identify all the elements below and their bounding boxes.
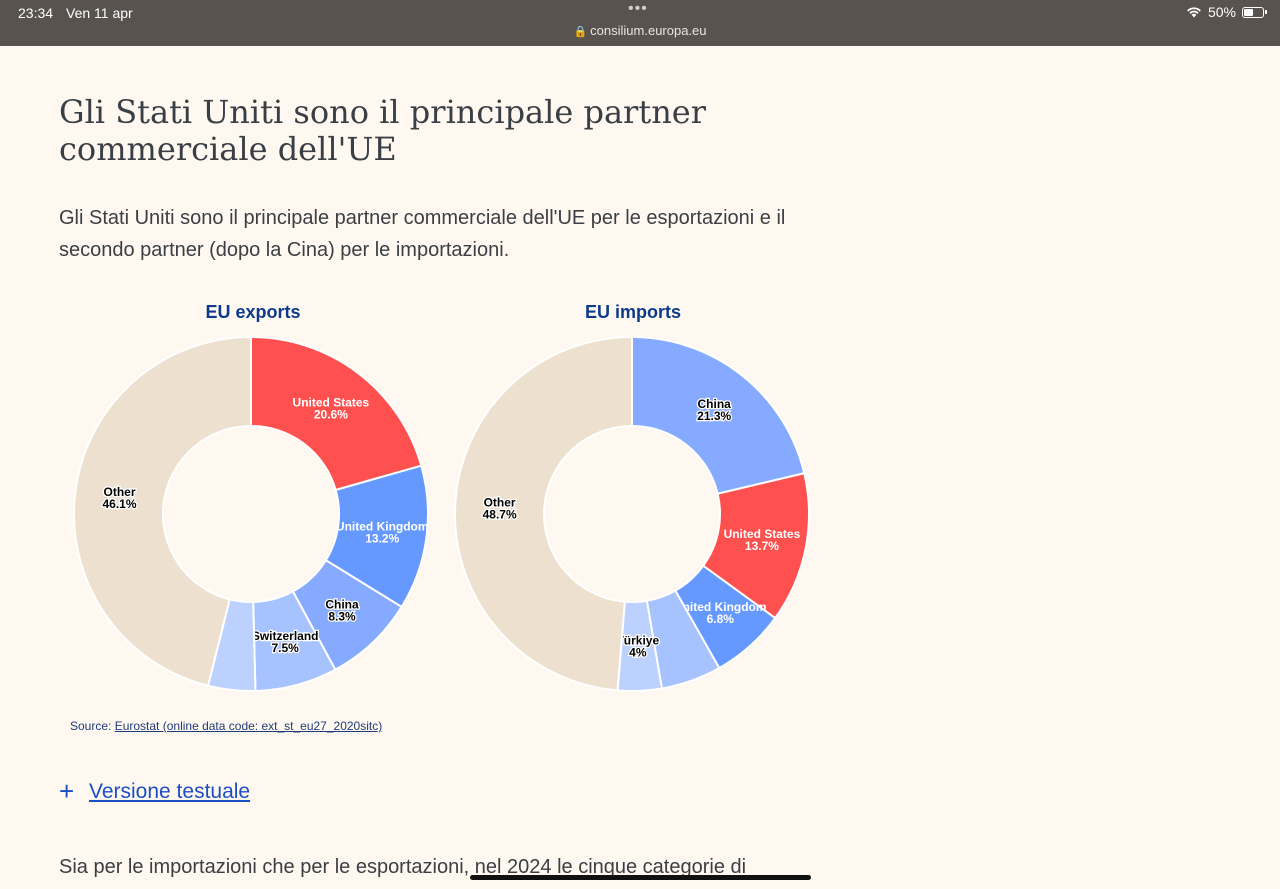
address-bar[interactable]: 🔒 consilium.europa.eu <box>0 23 1280 38</box>
chart-title-imports: EU imports <box>584 302 681 322</box>
exports-slice-0[interactable] <box>250 335 423 492</box>
imports-label-5: Other <box>484 496 516 510</box>
exports-value-1: 13.2% <box>365 531 399 545</box>
status-time: 23:34 <box>18 5 54 21</box>
imports-value-0: 21.3% <box>697 409 731 423</box>
imports-label-2: United Kingdom <box>674 600 767 614</box>
status-right: 50% <box>1186 4 1267 20</box>
imports-slice-0[interactable] <box>631 335 806 495</box>
text-version-toggle[interactable]: + Versione testuale <box>59 776 250 807</box>
wifi-icon <box>1187 7 1201 18</box>
exports-value-3: 7.5% <box>271 641 299 655</box>
home-indicator[interactable] <box>470 875 811 880</box>
imports-value-5: 48.7% <box>483 508 517 522</box>
imports-slice-5[interactable] <box>454 335 633 692</box>
lead-paragraph: Gli Stati Uniti sono il principale partn… <box>59 207 786 261</box>
lock-icon: 🔒 <box>573 26 588 38</box>
imports-label-1: United States <box>724 527 801 541</box>
page-title: Gli Stati Uniti sono il principale partn… <box>59 93 707 168</box>
exports-value-2: 8.3% <box>328 609 356 623</box>
exports-label-5: Other <box>103 485 135 499</box>
status-bar: 23:34 Ven 11 apr ••• 🔒 consilium.europa.e… <box>0 0 1280 46</box>
exports-label-3: Switzerland <box>252 629 319 643</box>
imports-value-2: 6.8% <box>707 612 735 626</box>
exports-label-0: United States <box>293 395 370 409</box>
chart-title-exports: EU exports <box>205 302 301 322</box>
status-date: Ven 11 apr <box>66 5 133 21</box>
exports-value-5: 46.1% <box>102 497 136 511</box>
exports-slice-5[interactable] <box>73 335 252 687</box>
exports-label-1: United Kingdom <box>336 519 429 533</box>
source-prefix: Source: <box>70 719 115 733</box>
imports-value-1: 13.7% <box>745 539 779 553</box>
battery-fill <box>1244 8 1253 16</box>
plus-icon: + <box>59 776 75 806</box>
exports-value-0: 20.6% <box>314 407 348 421</box>
source-link[interactable]: Eurostat (online data code: ext_st_eu27_… <box>114 719 383 733</box>
source-note: Source: Eurostat (online data code: ext_… <box>70 719 382 733</box>
more-dots-icon[interactable]: ••• <box>628 0 648 17</box>
exports-label-2: China <box>325 597 359 611</box>
imports-label-0: China <box>698 397 732 411</box>
imports-label-4: Türkiye <box>616 633 659 647</box>
battery-percent: 50% <box>1207 4 1236 20</box>
address-url: consilium.europa.eu <box>590 23 707 38</box>
text-version-link[interactable]: Versione testuale <box>89 779 251 803</box>
imports-value-4: 4% <box>629 645 647 659</box>
next-paragraph: Sia per le importazioni che per le espor… <box>59 856 747 878</box>
battery-icon <box>1242 6 1267 18</box>
